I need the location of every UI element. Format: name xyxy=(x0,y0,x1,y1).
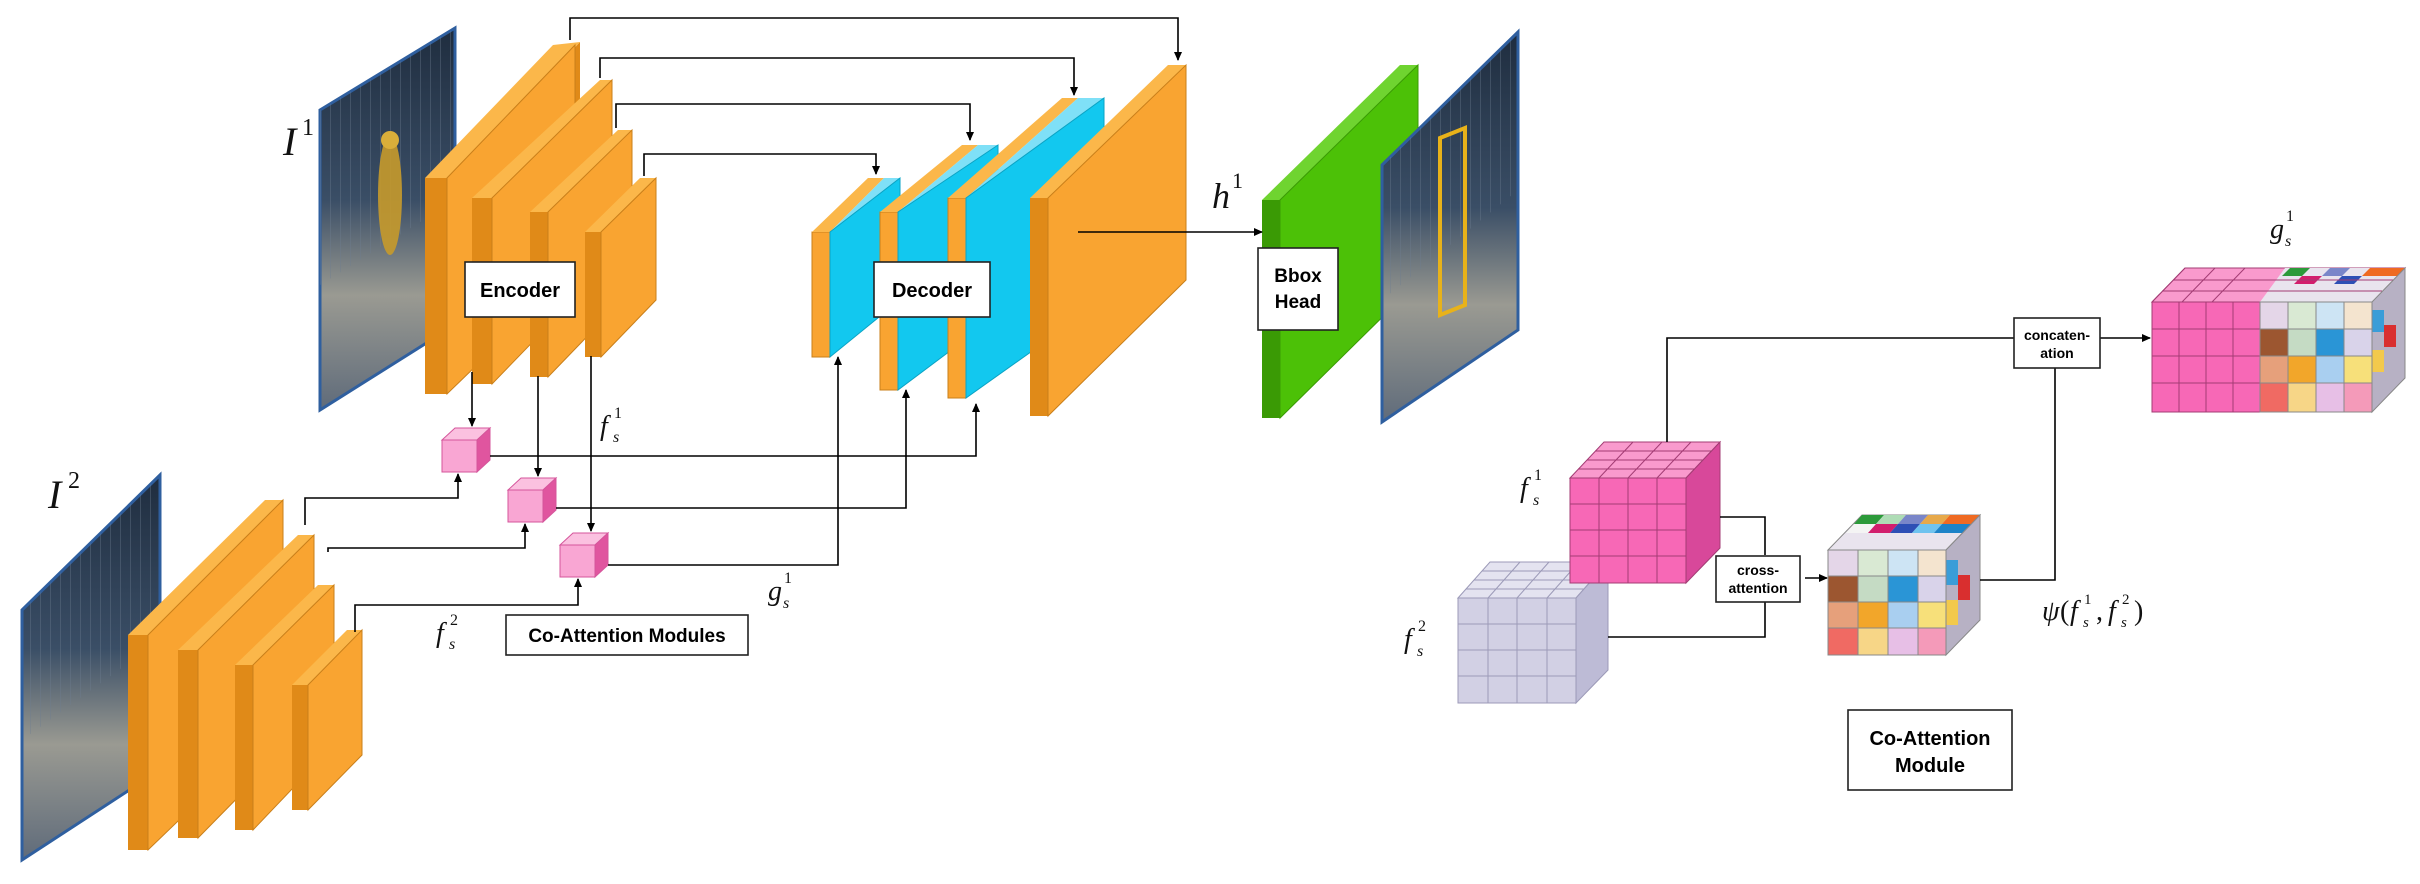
svg-text:f: f xyxy=(436,618,447,649)
label-fs1-left: f s 1 xyxy=(600,405,622,446)
co-attention-cube-2 xyxy=(506,476,558,524)
bbox-head-label-box xyxy=(1257,247,1339,331)
svg-text:2: 2 xyxy=(68,468,80,494)
label-fs1-right: f s 1 xyxy=(1520,467,1542,509)
svg-text:s: s xyxy=(2083,615,2089,631)
label-I2: I 2 xyxy=(47,468,80,517)
feature-cube-fs1 xyxy=(1568,440,1722,585)
label-h1: h 1 xyxy=(1212,168,1243,216)
svg-text:f: f xyxy=(2070,596,2081,627)
svg-text:h: h xyxy=(1212,176,1230,216)
label-psi: ψ ( f s 1 , f s 2 ) xyxy=(2042,592,2143,631)
svg-text:f: f xyxy=(600,411,611,442)
svg-text:,: , xyxy=(2096,596,2103,627)
svg-text:s: s xyxy=(613,429,619,446)
output-image xyxy=(1380,28,1520,425)
label-fs2-right: f s 2 xyxy=(1404,618,1426,660)
svg-text:1: 1 xyxy=(2084,592,2092,608)
svg-text:I: I xyxy=(282,119,298,164)
decoder-label-box xyxy=(873,261,991,318)
skip-connections xyxy=(569,17,1263,236)
decoder-stack xyxy=(811,63,1187,418)
svg-text:s: s xyxy=(783,595,789,612)
svg-text:f: f xyxy=(1404,624,1415,655)
co-attention-cubes xyxy=(440,426,610,579)
svg-text:f: f xyxy=(1520,473,1531,504)
concatenation-label-line2: ation xyxy=(2040,345,2073,361)
encoder-label-box xyxy=(464,261,576,318)
svg-text:1: 1 xyxy=(784,570,792,587)
cross-attention-connections xyxy=(1608,516,1828,638)
svg-text:s: s xyxy=(1417,643,1423,660)
co-attention-cube-3 xyxy=(558,531,610,579)
input-image-2 xyxy=(20,471,162,863)
label-gs1-right: g s 1 xyxy=(2270,208,2294,250)
svg-text:f: f xyxy=(2108,596,2119,627)
co-attention-module-label-box xyxy=(1847,709,2013,791)
svg-text:2: 2 xyxy=(450,612,458,629)
feature-cube-gs1 xyxy=(2150,266,2407,414)
co-attention-modules-label-box xyxy=(505,614,749,656)
svg-text:s: s xyxy=(1533,492,1539,509)
svg-text:s: s xyxy=(2121,615,2127,631)
svg-text:(: ( xyxy=(2060,596,2069,627)
co-attention-module-label-line1: Co-Attention xyxy=(1869,728,1990,750)
svg-text:2: 2 xyxy=(1418,618,1426,635)
encoder-stack xyxy=(425,42,657,396)
svg-text:1: 1 xyxy=(614,405,622,422)
svg-text:1: 1 xyxy=(1232,168,1243,193)
decoder-label: Decoder xyxy=(892,280,972,302)
encoder-label: Encoder xyxy=(480,280,560,302)
co-attention-modules-label: Co-Attention Modules xyxy=(528,626,725,647)
svg-text:1: 1 xyxy=(302,115,314,141)
svg-text:1: 1 xyxy=(1534,467,1542,484)
label-I1: I 1 xyxy=(282,115,314,164)
concatenation-connections xyxy=(1666,334,2151,581)
cross-attention-label-line2: attention xyxy=(1728,580,1787,596)
bounding-box xyxy=(1438,125,1467,318)
svg-text:1: 1 xyxy=(2286,208,2294,225)
input-image-1 xyxy=(318,25,457,413)
co-attention-connections xyxy=(304,356,980,632)
svg-text:g: g xyxy=(768,576,782,607)
svg-text:I: I xyxy=(47,472,63,517)
svg-text:s: s xyxy=(449,636,455,653)
svg-text:): ) xyxy=(2134,596,2143,627)
label-fs2-left: f s 2 xyxy=(436,612,458,653)
cross-attention-box xyxy=(1715,555,1801,603)
concatenation-box xyxy=(2013,317,2101,369)
bbox-head-label-line2: Head xyxy=(1275,292,1321,313)
svg-text:g: g xyxy=(2270,214,2284,245)
co-attention-module-label-line2: Module xyxy=(1895,755,1965,777)
cross-attention-label-line1: cross- xyxy=(1737,562,1779,578)
feature-cube-fs2 xyxy=(1456,560,1610,705)
svg-text:ψ: ψ xyxy=(2042,596,2060,627)
label-gs1-left: g s 1 xyxy=(768,570,792,612)
encoder-stack-2 xyxy=(128,498,363,852)
svg-text:s: s xyxy=(2285,233,2291,250)
svg-text:2: 2 xyxy=(2122,592,2130,608)
concatenation-label-line1: concaten- xyxy=(2024,327,2090,343)
feature-cube-psi xyxy=(1826,513,1982,657)
bbox-head-label-line1: Bbox xyxy=(1274,266,1322,287)
co-attention-cube-1 xyxy=(440,426,492,474)
